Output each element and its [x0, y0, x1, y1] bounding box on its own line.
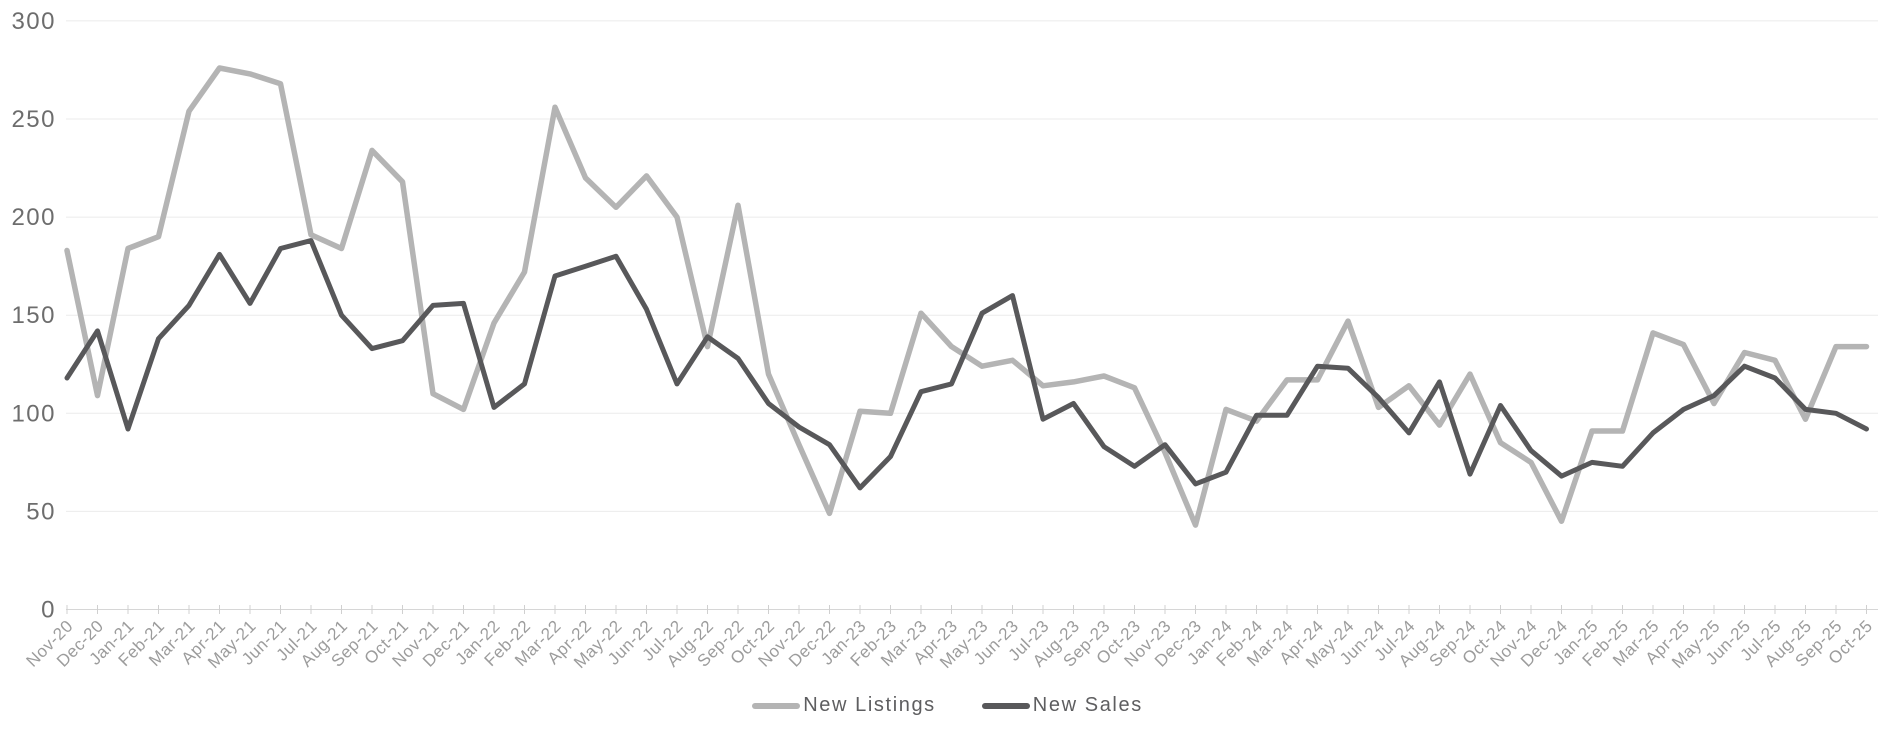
- y-tick-label-50: 50: [26, 498, 56, 525]
- legend-label-new-sales: New Sales: [1032, 694, 1143, 716]
- y-tick-label-150: 150: [11, 302, 56, 329]
- legend-item-new-sales[interactable]: New Sales: [981, 694, 1143, 717]
- y-axis-labels: 0 50 100 150 200 250 300: [11, 8, 56, 624]
- series-line-new-sales[interactable]: [64, 238, 1869, 491]
- y-tick-label-250: 250: [11, 106, 56, 133]
- legend-label-new-listings: New Listings: [803, 694, 936, 716]
- legend: New Listings New Sales: [0, 694, 1895, 717]
- y-tick-label-200: 200: [11, 204, 56, 231]
- gridlines: [66, 20, 1878, 610]
- x-axis: [66, 605, 1867, 614]
- legend-item-new-listings[interactable]: New Listings: [752, 694, 936, 717]
- new-sales-line-swatch: [981, 702, 1030, 709]
- y-tick-label-100: 100: [11, 400, 56, 427]
- y-tick-label-300: 300: [11, 8, 56, 35]
- x-axis-labels: Nov-20Dec-20Jan-21Feb-21Mar-21Apr-21May-…: [23, 616, 1877, 672]
- new-listings-line-swatch: [752, 702, 801, 709]
- y-tick-label-0: 0: [41, 597, 56, 624]
- series-line-new-listings[interactable]: [64, 65, 1870, 528]
- series-lines: [64, 65, 1870, 528]
